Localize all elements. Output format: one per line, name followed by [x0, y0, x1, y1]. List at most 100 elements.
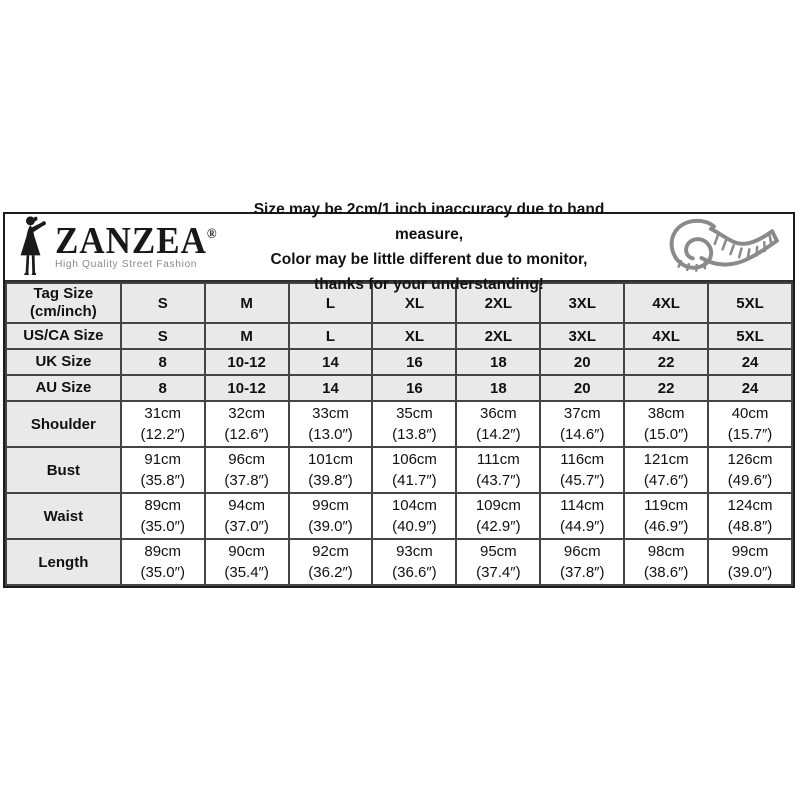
- value-inch: (38.6″): [643, 564, 689, 581]
- value-inch: (39.8″): [308, 472, 353, 489]
- value-inch: (44.9″): [559, 518, 605, 535]
- table-row: Tag Size (cm/inch) S M L XL 2XL 3XL 4XL 5XL: [5, 282, 793, 324]
- cell-value: 38cm (15.0″): [623, 400, 710, 448]
- value-cm: 32cm: [228, 405, 265, 422]
- table-row: UK Size 8 10-12 14 16 18 20 22 24: [5, 348, 793, 376]
- value-inch: (47.6″): [643, 472, 689, 489]
- cell-value: 90cm (35.4″): [203, 538, 290, 586]
- value-inch: (14.6″): [559, 426, 605, 443]
- value-inch: (14.2″): [476, 426, 521, 443]
- value-cm: 96cm: [228, 451, 265, 468]
- cell-value: 124cm (48.8″): [707, 492, 793, 540]
- brand-name: ZANZEA®: [55, 219, 217, 262]
- value-inch: (35.0″): [140, 564, 185, 581]
- row-label: AU Size: [5, 374, 122, 402]
- value-cm: 121cm: [643, 451, 689, 468]
- cell-value: 99cm (39.0″): [707, 538, 793, 586]
- row-label: UK Size: [5, 348, 122, 376]
- value-inch: (35.0″): [140, 518, 185, 535]
- value-cm: 101cm: [308, 451, 354, 468]
- cell-value: 20: [539, 374, 626, 402]
- cell-value: 18: [455, 348, 542, 376]
- value-inch: (37.8″): [224, 472, 269, 489]
- value-inch: (41.7″): [392, 472, 437, 489]
- value-cm: 106cm: [391, 451, 437, 468]
- value-inch: (39.0″): [308, 518, 353, 535]
- value-inch: (48.8″): [727, 518, 773, 535]
- size-chart-table: Tag Size (cm/inch) S M L XL 2XL 3XL 4XL 5XL US/CA …: [5, 282, 793, 586]
- cell-value: 8: [119, 374, 206, 402]
- size-chart-sheet: ZANZEA® High Quality Street Fashion Size…: [3, 201, 795, 588]
- value-cm: 98cm: [647, 543, 685, 560]
- cell-value: 5XL: [707, 282, 793, 324]
- cell-value: S: [119, 322, 206, 350]
- cell-value: 3XL: [539, 322, 626, 350]
- value-inch: (12.2″): [140, 426, 185, 443]
- measuring-tape-icon: [635, 214, 793, 280]
- value-inch: (37.0″): [224, 518, 269, 535]
- cell-value: 126cm (49.6″): [707, 446, 793, 494]
- disclaimer-line-1: Size may be 2cm/1 inch inaccuracy due to…: [253, 201, 605, 243]
- cell-value: XL: [371, 322, 458, 350]
- row-label: Length: [5, 538, 122, 586]
- value-cm: 109cm: [475, 497, 521, 514]
- value-inch: (49.6″): [727, 472, 773, 489]
- value-cm: 119cm: [644, 497, 689, 514]
- woman-silhouette-icon: [13, 214, 53, 281]
- value-cm: 91cm: [144, 451, 182, 468]
- brand-tagline: High Quality Street Fashion: [55, 259, 198, 271]
- cell-value: 95cm (37.4″): [455, 538, 542, 586]
- cell-value: 2XL: [455, 322, 542, 350]
- cell-value: 24: [707, 348, 793, 376]
- cell-value: 16: [371, 348, 458, 376]
- value-cm: 92cm: [312, 543, 349, 560]
- value-inch: (37.4″): [476, 564, 521, 581]
- cell-value: 14: [287, 374, 374, 402]
- value-cm: 99cm: [731, 543, 769, 560]
- value-cm: 93cm: [396, 543, 433, 560]
- row-label: Shoulder: [5, 400, 122, 448]
- cell-value: 4XL: [623, 322, 710, 350]
- value-cm: 116cm: [560, 451, 605, 468]
- value-cm: 38cm: [647, 405, 685, 422]
- cell-value: L: [287, 282, 374, 324]
- value-inch: (36.6″): [392, 564, 437, 581]
- value-cm: 104cm: [391, 497, 437, 514]
- value-cm: 40cm: [731, 405, 769, 422]
- cell-value: S: [119, 282, 206, 324]
- cell-value: 104cm (40.9″): [371, 492, 458, 540]
- disclaimer-line-3: thanks for your understanding!: [314, 276, 544, 293]
- table-row: Waist 89cm (35.0″) 94cm (37.0″) 99cm (39.0″) 10…: [5, 492, 793, 540]
- value-cm: 89cm: [144, 543, 182, 560]
- row-label: Tag Size (cm/inch): [5, 282, 122, 324]
- cell-value: 93cm (36.6″): [371, 538, 458, 586]
- table-row: Bust 91cm (35.8″) 96cm (37.8″) 101cm (39.8″) 10…: [5, 446, 793, 494]
- value-inch: (43.7″): [476, 472, 521, 489]
- table-row: Length 89cm (35.0″) 90cm (35.4″) 92cm (36.2″) 9…: [5, 538, 793, 586]
- value-cm: 95cm: [479, 543, 517, 560]
- cell-value: 10-12: [203, 348, 290, 376]
- cell-value: 101cm (39.8″): [287, 446, 374, 494]
- cell-value: 8: [119, 348, 206, 376]
- table-row: US/CA Size S M L XL 2XL 3XL 4XL 5XL: [5, 322, 793, 350]
- value-cm: 35cm: [396, 405, 433, 422]
- value-inch: (39.0″): [727, 564, 773, 581]
- cell-value: 22: [623, 348, 710, 376]
- cell-value: M: [203, 282, 290, 324]
- cell-value: 98cm (38.6″): [623, 538, 710, 586]
- cell-value: 36cm (14.2″): [455, 400, 542, 448]
- cell-value: 109cm (42.9″): [455, 492, 542, 540]
- cell-value: 111cm (43.7″): [455, 446, 542, 494]
- value-cm: 94cm: [228, 497, 265, 514]
- value-cm: 31cm: [144, 405, 182, 422]
- value-inch: (35.4″): [224, 564, 269, 581]
- size-table-body: Tag Size (cm/inch) S M L XL 2XL 3XL 4XL 5XL US/CA …: [5, 282, 793, 586]
- cell-value: 2XL: [455, 282, 542, 324]
- value-cm: 114cm: [560, 497, 605, 514]
- value-inch: (45.7″): [559, 472, 605, 489]
- table-row: AU Size 8 10-12 14 16 18 20 22 24: [5, 374, 793, 402]
- cell-value: 31cm (12.2″): [119, 400, 206, 448]
- value-cm: 89cm: [144, 497, 182, 514]
- cell-value: 89cm (35.0″): [119, 538, 206, 586]
- cell-value: 16: [371, 374, 458, 402]
